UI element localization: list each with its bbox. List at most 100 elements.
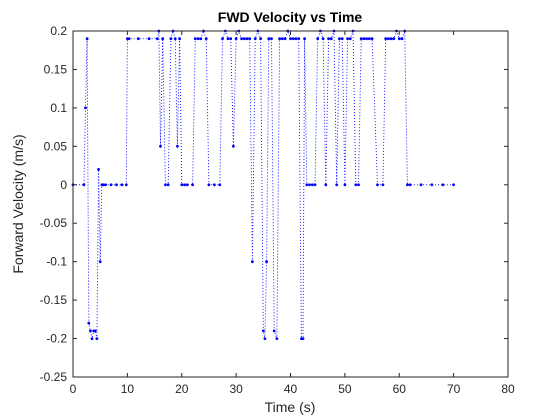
data-point xyxy=(327,37,330,40)
y-tick-label: -0.15 xyxy=(40,293,68,307)
data-point xyxy=(156,37,159,40)
data-point xyxy=(452,183,455,186)
data-point xyxy=(96,337,99,340)
x-axis-label: Time (s) xyxy=(265,399,316,415)
y-tick-label: 0 xyxy=(60,178,67,192)
data-point xyxy=(420,183,423,186)
data-point xyxy=(308,183,311,186)
data-point xyxy=(161,37,164,40)
data-point xyxy=(289,37,292,40)
y-tick-label: 0.1 xyxy=(50,101,67,115)
data-point xyxy=(229,37,232,40)
data-point xyxy=(267,37,270,40)
data-point xyxy=(371,37,374,40)
data-point xyxy=(303,37,306,40)
data-point xyxy=(259,37,262,40)
data-point xyxy=(368,37,371,40)
data-point xyxy=(363,37,366,40)
data-point xyxy=(240,37,243,40)
data-point xyxy=(346,37,349,40)
data-point xyxy=(314,183,317,186)
data-point xyxy=(199,37,202,40)
data-point xyxy=(191,183,194,186)
data-point xyxy=(125,183,128,186)
chart-title: FWD Velocity vs Time xyxy=(218,9,363,25)
data-point xyxy=(183,183,186,186)
data-point xyxy=(232,145,235,148)
data-point xyxy=(205,37,208,40)
data-point xyxy=(265,260,268,263)
data-point xyxy=(159,145,162,148)
data-point xyxy=(431,183,434,186)
data-point xyxy=(382,183,385,186)
data-point xyxy=(83,183,86,186)
data-point xyxy=(392,37,395,40)
y-tick-label: -0.05 xyxy=(40,216,68,230)
data-point xyxy=(441,183,444,186)
data-point xyxy=(194,37,197,40)
x-tick-label: 40 xyxy=(284,382,298,396)
data-point xyxy=(235,37,238,40)
data-point xyxy=(344,183,347,186)
y-tick-label: 0.05 xyxy=(44,139,68,153)
data-point xyxy=(164,183,167,186)
x-tick-label: 80 xyxy=(501,382,515,396)
data-point xyxy=(99,260,102,263)
data-point xyxy=(270,37,273,40)
data-point xyxy=(278,37,281,40)
data-point xyxy=(115,183,118,186)
x-tick-label: 0 xyxy=(70,382,77,396)
data-point xyxy=(360,37,363,40)
data-point xyxy=(398,37,401,40)
data-point xyxy=(401,37,404,40)
data-point xyxy=(121,183,124,186)
data-point xyxy=(341,37,344,40)
x-tick-label: 10 xyxy=(121,382,135,396)
data-point xyxy=(248,37,251,40)
data-point xyxy=(94,330,97,333)
plot-area xyxy=(73,31,508,377)
data-point xyxy=(89,330,92,333)
data-point xyxy=(86,37,89,40)
data-point xyxy=(295,37,298,40)
data-point xyxy=(281,37,284,40)
data-point xyxy=(176,145,179,148)
data-point xyxy=(167,183,170,186)
data-point xyxy=(186,183,189,186)
y-tick-label: -0.2 xyxy=(46,332,67,346)
data-point xyxy=(406,183,409,186)
data-point xyxy=(174,37,177,40)
data-point xyxy=(273,330,276,333)
data-point xyxy=(218,183,221,186)
data-point xyxy=(302,337,305,340)
data-point xyxy=(292,37,295,40)
data-point xyxy=(84,107,87,110)
data-point xyxy=(104,183,107,186)
data-point xyxy=(357,183,360,186)
data-point xyxy=(264,337,267,340)
x-tick-label: 30 xyxy=(229,382,243,396)
y-tick-label: -0.1 xyxy=(46,255,67,269)
data-point xyxy=(338,37,341,40)
data-point xyxy=(170,37,173,40)
data-point xyxy=(349,37,352,40)
data-point xyxy=(409,183,412,186)
data-point xyxy=(297,37,300,40)
data-point xyxy=(197,37,200,40)
data-point xyxy=(384,37,387,40)
data-point xyxy=(387,37,390,40)
data-point xyxy=(276,337,279,340)
y-tick-label: -0.25 xyxy=(40,370,68,384)
data-point xyxy=(227,37,230,40)
data-point xyxy=(365,37,368,40)
data-point xyxy=(335,183,338,186)
data-point xyxy=(311,183,314,186)
data-point xyxy=(246,37,249,40)
data-point xyxy=(213,183,216,186)
x-tick-label: 70 xyxy=(447,382,461,396)
data-point xyxy=(251,260,254,263)
data-point xyxy=(322,37,325,40)
y-tick-label: 0.15 xyxy=(44,62,68,76)
data-point xyxy=(137,37,140,40)
